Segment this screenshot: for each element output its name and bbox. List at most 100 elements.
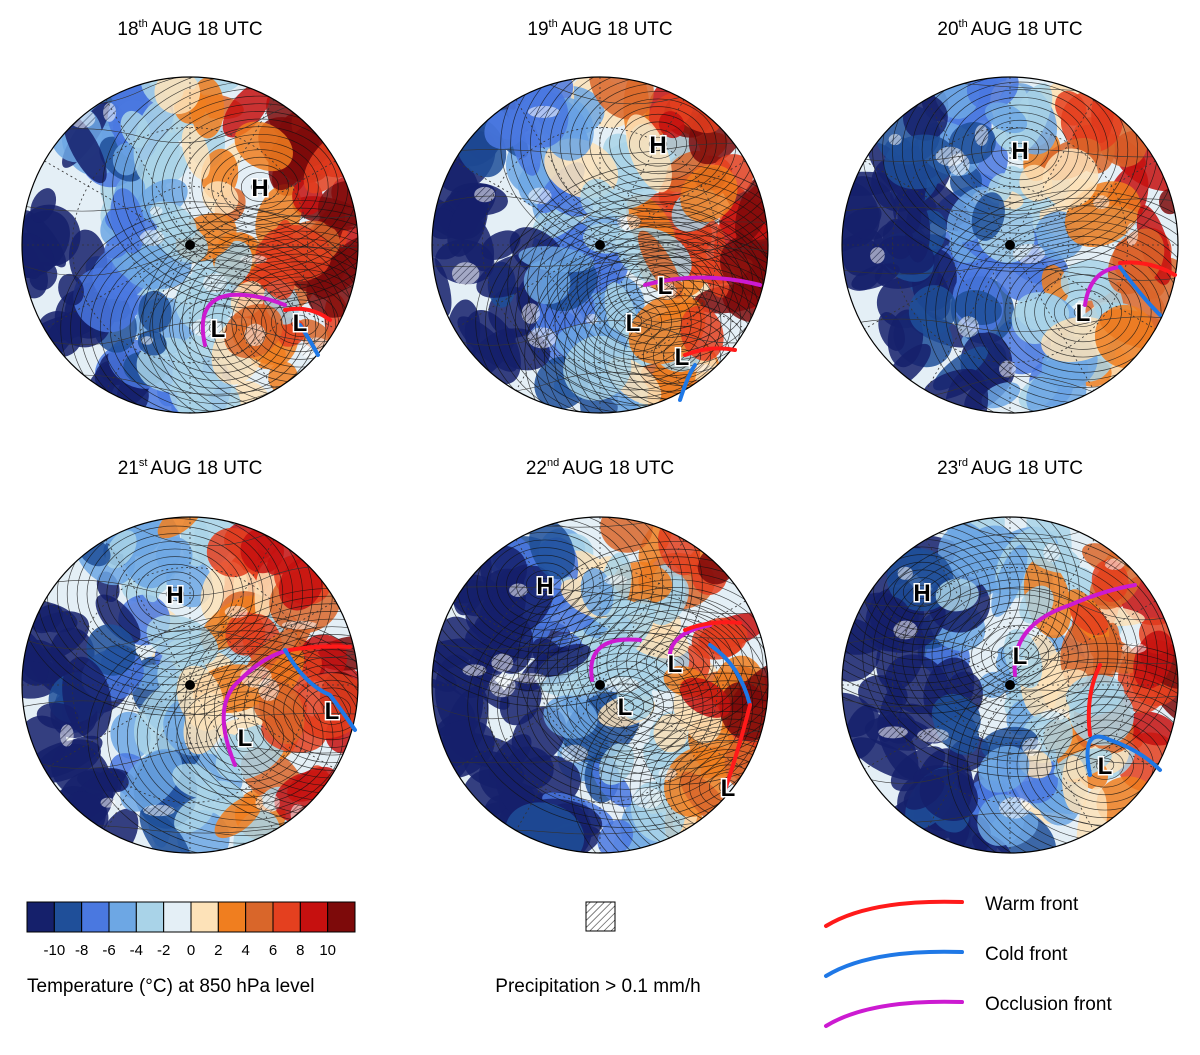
pressure-center: H xyxy=(913,580,930,607)
title-suffix: rd xyxy=(958,457,968,469)
title-time: AUG 18 UTC xyxy=(971,19,1083,40)
colorbar-tick: -10 xyxy=(43,942,65,959)
title-suffix: nd xyxy=(547,457,559,469)
hatch-patch xyxy=(633,788,664,809)
hatch-patch xyxy=(1013,244,1045,264)
colorbar-box xyxy=(54,902,81,932)
colorbar-tick: 4 xyxy=(241,942,249,959)
hatch-patch xyxy=(509,584,528,597)
map xyxy=(406,22,839,477)
colorbar-tick: -8 xyxy=(75,942,88,959)
front-label: Cold front xyxy=(985,944,1068,965)
title-time: AUG 18 UTC xyxy=(151,19,263,40)
pressure-center: L xyxy=(618,694,633,721)
pressure-center: L xyxy=(293,310,308,337)
colorbar-tick: 6 xyxy=(269,942,277,959)
pole xyxy=(595,240,605,250)
title-day: 20 xyxy=(937,19,958,40)
colorbar-tick: -6 xyxy=(102,942,115,959)
hatch-patch xyxy=(528,327,557,348)
pressure-center: H xyxy=(536,573,553,600)
pressure-center: L xyxy=(626,310,641,337)
pressure-center: L xyxy=(1013,643,1028,670)
colorbar-tick: -2 xyxy=(157,942,170,959)
hatch-patch xyxy=(999,360,1016,377)
map xyxy=(0,54,457,450)
colorbar-tick: 10 xyxy=(319,942,336,959)
colorbar-box xyxy=(328,902,355,932)
colorbar-tick: 2 xyxy=(214,942,222,959)
title-day: 21 xyxy=(118,458,139,479)
pressure-center: L xyxy=(325,698,340,725)
hatch-patch xyxy=(143,805,175,816)
colorbar-box xyxy=(218,902,245,932)
pressure-center: L xyxy=(238,725,253,752)
hatch-patch xyxy=(150,206,163,215)
colorbar-box xyxy=(136,902,163,932)
title-day: 19 xyxy=(527,19,548,40)
title-day: 22 xyxy=(526,458,547,479)
colorbar-box xyxy=(27,902,54,932)
colorbar-box xyxy=(191,902,218,932)
title-time: AUG 18 UTC xyxy=(562,458,674,479)
title-day: 18 xyxy=(117,19,138,40)
map xyxy=(765,470,1200,886)
temp-patch xyxy=(707,627,743,657)
hatch-patch xyxy=(870,247,885,264)
precip-swatch xyxy=(586,902,615,931)
pole xyxy=(595,680,605,690)
pressure-center: L xyxy=(668,651,683,678)
colorbar-label: Temperature (°C) at 850 hPa level xyxy=(27,976,314,997)
hatch-patch xyxy=(528,188,551,205)
pressure-center: L xyxy=(211,316,226,343)
title-time: AUG 18 UTC xyxy=(971,458,1083,479)
hatch-patch xyxy=(889,134,902,145)
front-label: Warm front xyxy=(985,894,1079,915)
colorbar-box xyxy=(164,902,191,932)
hatch-patch xyxy=(101,798,116,808)
pressure-center: H xyxy=(1011,138,1028,165)
front-swatch xyxy=(826,902,962,926)
hatch-patch xyxy=(528,106,560,118)
title-time: AUG 18 UTC xyxy=(561,19,673,40)
map xyxy=(388,463,886,908)
title-suffix: th xyxy=(139,18,148,30)
title-suffix: th xyxy=(549,18,558,30)
pole xyxy=(185,240,195,250)
front-label: Occlusion front xyxy=(985,994,1112,1015)
pressure-center: L xyxy=(721,775,736,802)
colorbar-box xyxy=(82,902,109,932)
hatch-patch xyxy=(452,262,479,285)
pressure-center: L xyxy=(675,344,690,371)
title-suffix: st xyxy=(139,457,148,469)
map xyxy=(809,28,1200,442)
pole xyxy=(1005,240,1015,250)
title-day: 23 xyxy=(937,458,958,479)
colorbar-tick: 8 xyxy=(296,942,304,959)
hatch-patch xyxy=(60,724,74,746)
colorbar-box xyxy=(246,902,273,932)
pressure-center: H xyxy=(166,582,183,609)
colorbar-box xyxy=(109,902,136,932)
colorbar-box xyxy=(300,902,327,932)
hatch-patch xyxy=(69,109,95,128)
hatch-patch xyxy=(103,103,116,122)
hatch-patch xyxy=(474,187,495,202)
hatch-patch xyxy=(604,575,627,585)
colorbar-tick: -4 xyxy=(130,942,143,959)
pressure-center: L xyxy=(1098,753,1113,780)
pole xyxy=(185,680,195,690)
colorbar-box xyxy=(273,902,300,932)
pressure-center: H xyxy=(649,132,666,159)
pressure-center: H xyxy=(251,175,268,202)
pressure-center: L xyxy=(1076,300,1091,327)
title-time: AUG 18 UTC xyxy=(150,458,262,479)
front-swatch xyxy=(826,1002,962,1026)
